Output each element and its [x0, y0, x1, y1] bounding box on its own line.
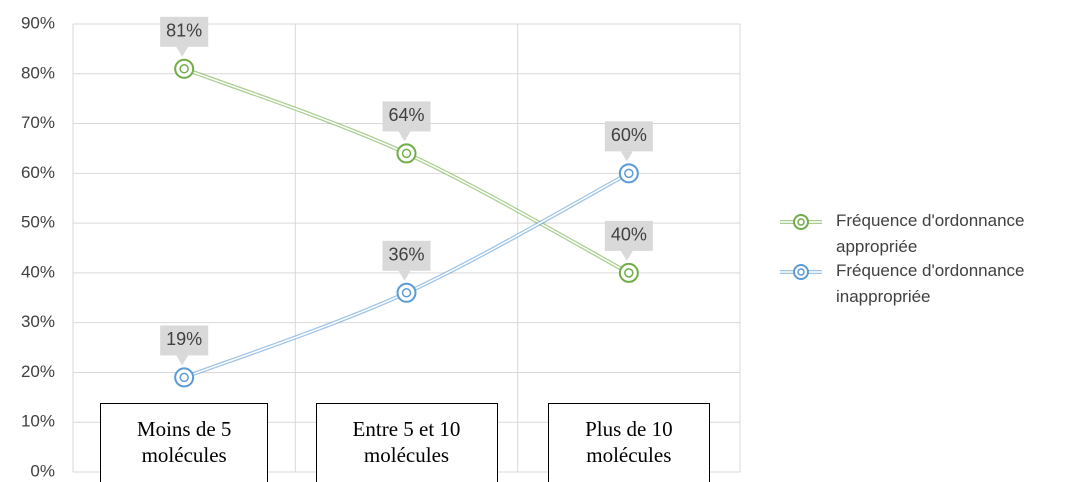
- legend-marker: [793, 214, 809, 230]
- data-label: 81%: [166, 21, 202, 41]
- data-label-box: [382, 101, 431, 132]
- legend-label: Fréquence d'ordonnance appropriée: [836, 211, 1025, 256]
- marker: [396, 143, 417, 164]
- x-tick-label: Plus de 10 molécules: [547, 403, 710, 482]
- data-label-pointer: [176, 46, 189, 57]
- legend-label: Fréquence d'ordonnance inappropriée: [836, 261, 1025, 306]
- y-tick-label: 50%: [21, 213, 55, 232]
- data-label: 36%: [388, 245, 424, 265]
- marker: [618, 262, 639, 283]
- marker: [396, 282, 417, 303]
- data-label-box: [160, 325, 209, 356]
- data-label-pointer: [620, 250, 633, 261]
- y-tick-label: 40%: [21, 262, 55, 281]
- data-label: 19%: [166, 329, 202, 349]
- data-label: 60%: [611, 125, 647, 145]
- marker-inner: [624, 168, 634, 179]
- marker-inner: [401, 148, 412, 159]
- legend-marker: [793, 264, 809, 280]
- y-tick-label: 20%: [21, 362, 55, 381]
- y-tick-label: 10%: [21, 412, 55, 431]
- x-tick-label: Moins de 5 molécules: [100, 403, 269, 482]
- y-tick-label: 0%: [30, 461, 55, 480]
- marker-inner: [624, 268, 634, 278]
- data-label-box: [604, 220, 653, 251]
- marker: [174, 58, 195, 79]
- marker: [174, 367, 195, 388]
- marker-inner: [179, 372, 189, 383]
- marker: [618, 163, 639, 184]
- y-tick-label: 90%: [21, 13, 55, 32]
- legend-marker-inner: [797, 218, 805, 226]
- data-label-pointer: [398, 131, 411, 142]
- y-tick-label: 80%: [21, 63, 55, 82]
- marker-inner: [401, 288, 412, 298]
- y-tick-label: 70%: [21, 113, 55, 132]
- y-tick-label: 30%: [21, 312, 55, 331]
- data-label-box: [382, 240, 431, 271]
- data-label-box: [604, 121, 653, 152]
- data-label: 40%: [611, 225, 647, 245]
- data-label-box: [160, 16, 209, 47]
- data-label-pointer: [620, 151, 633, 162]
- data-label-pointer: [176, 355, 189, 366]
- marker-inner: [179, 64, 189, 74]
- x-tick-label: Entre 5 et 10 molécules: [315, 403, 498, 482]
- y-tick-label: 60%: [21, 163, 55, 182]
- data-label-pointer: [398, 270, 411, 281]
- data-label: 64%: [388, 105, 424, 125]
- legend-marker-inner: [797, 268, 805, 276]
